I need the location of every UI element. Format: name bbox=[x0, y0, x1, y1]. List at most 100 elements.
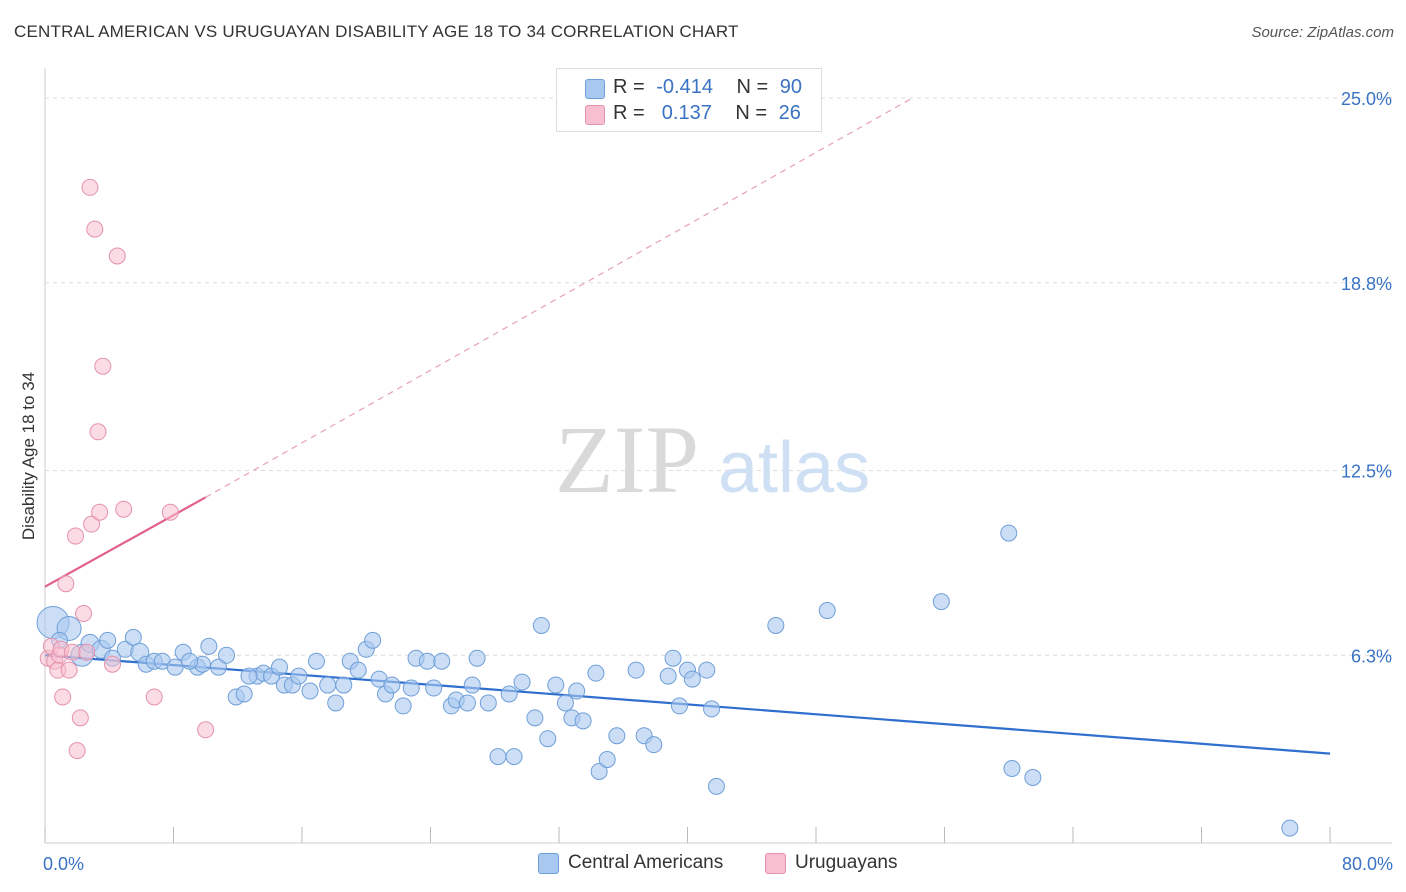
point-uruguayan bbox=[115, 500, 133, 518]
point-central-american bbox=[479, 694, 497, 712]
point-central-american bbox=[1003, 760, 1021, 777]
point-central-american bbox=[500, 685, 518, 703]
y-tick-label: 6.3% bbox=[1351, 646, 1392, 666]
point-central-american bbox=[574, 712, 592, 730]
point-central-american bbox=[526, 709, 544, 727]
watermark: ZIP atlas bbox=[555, 406, 870, 513]
point-central-american bbox=[349, 661, 367, 679]
point-central-american bbox=[99, 631, 117, 649]
point-central-american bbox=[1024, 768, 1042, 786]
legend-swatch-blue bbox=[538, 853, 559, 874]
point-central-american bbox=[463, 676, 481, 694]
legend-swatch-pink bbox=[765, 853, 786, 874]
point-central-american bbox=[218, 646, 236, 664]
point-uruguayan bbox=[67, 527, 85, 545]
point-central-american bbox=[659, 667, 677, 685]
point-central-american bbox=[200, 637, 218, 655]
point-central-american bbox=[235, 685, 253, 703]
point-central-american bbox=[327, 694, 345, 712]
point-uruguayan bbox=[94, 357, 112, 375]
point-central-american bbox=[670, 697, 688, 715]
point-central-american bbox=[608, 727, 626, 745]
legend-n-value: 26 bbox=[778, 102, 801, 124]
watermark-atlas: atlas bbox=[718, 428, 870, 508]
axes bbox=[44, 68, 1392, 844]
point-central-american bbox=[698, 661, 716, 679]
point-uruguayan bbox=[91, 503, 109, 521]
point-central-american bbox=[1000, 524, 1018, 542]
legend-label: Central Americans bbox=[568, 852, 724, 873]
y-tick-label: 25.0% bbox=[1341, 89, 1392, 109]
trend-line-extension bbox=[205, 97, 913, 498]
point-central-american bbox=[425, 679, 443, 697]
point-central-american bbox=[767, 616, 785, 634]
legend-n-value: 90 bbox=[779, 76, 803, 98]
point-central-american bbox=[468, 649, 486, 667]
legend-r-label: R = bbox=[613, 102, 645, 124]
point-central-american bbox=[703, 700, 721, 718]
source-label: Source: ZipAtlas.com bbox=[1251, 24, 1394, 41]
y-tick-label: 12.5% bbox=[1341, 462, 1392, 482]
point-central-american bbox=[707, 777, 725, 795]
point-uruguayan bbox=[197, 721, 215, 739]
point-central-american bbox=[240, 667, 258, 685]
point-central-american bbox=[587, 664, 605, 682]
point-uruguayan bbox=[57, 575, 75, 593]
point-central-american bbox=[932, 593, 950, 611]
point-central-american bbox=[818, 602, 836, 620]
point-central-american bbox=[489, 748, 507, 766]
legend-n-label: N = bbox=[736, 76, 769, 98]
legend-swatch-pink bbox=[585, 105, 605, 125]
y-axis-label: Disability Age 18 to 34 bbox=[19, 372, 38, 540]
point-uruguayan bbox=[75, 605, 93, 623]
point-uruguayan bbox=[78, 643, 96, 661]
x-tick-labels: 0.0% 80.0% bbox=[43, 854, 1393, 874]
point-central-american bbox=[290, 667, 308, 685]
point-uruguayan bbox=[68, 742, 86, 760]
point-central-american bbox=[364, 631, 382, 649]
chart-title: CENTRAL AMERICAN VS URUGUAYAN DISABILITY… bbox=[14, 22, 739, 41]
point-central-american bbox=[664, 649, 682, 667]
correlation-legend: R = -0.414 N = 90 R = 0.137 N = 26 bbox=[556, 68, 822, 132]
data-points bbox=[36, 178, 1299, 837]
watermark-zip: ZIP bbox=[555, 406, 699, 513]
point-central-american bbox=[166, 658, 184, 676]
point-central-american bbox=[418, 652, 436, 670]
trend-line bbox=[44, 496, 207, 588]
point-central-american bbox=[683, 670, 701, 688]
point-central-american bbox=[513, 673, 531, 691]
point-central-american bbox=[627, 661, 645, 679]
legend-r-label: R = bbox=[613, 76, 645, 98]
point-central-american bbox=[1281, 819, 1299, 837]
point-central-american bbox=[532, 616, 550, 634]
x-tick-label: 0.0% bbox=[43, 854, 84, 874]
point-central-american bbox=[181, 652, 199, 670]
legend-n-label: N = bbox=[735, 102, 768, 124]
point-central-american bbox=[209, 658, 227, 676]
legend-r-value: -0.414 bbox=[656, 76, 713, 98]
point-central-american bbox=[568, 682, 586, 700]
grid-lines bbox=[45, 97, 1392, 656]
point-central-american bbox=[433, 652, 451, 670]
point-uruguayan bbox=[161, 503, 179, 521]
x-tick-label: 80.0% bbox=[1342, 854, 1393, 874]
point-uruguayan bbox=[108, 247, 126, 265]
point-central-american bbox=[458, 694, 476, 712]
point-central-american bbox=[598, 751, 616, 769]
point-uruguayan bbox=[86, 220, 104, 238]
legend-swatch-blue bbox=[585, 79, 605, 99]
point-central-american bbox=[556, 694, 574, 712]
legend-label: Uruguayans bbox=[795, 852, 898, 873]
point-central-american bbox=[319, 676, 337, 694]
point-central-american bbox=[394, 697, 412, 715]
point-central-american bbox=[307, 652, 325, 670]
point-central-american bbox=[335, 676, 353, 694]
point-central-american bbox=[505, 748, 523, 766]
point-uruguayan bbox=[81, 178, 99, 196]
point-central-american bbox=[590, 762, 608, 780]
point-central-american bbox=[547, 676, 565, 694]
point-uruguayan bbox=[54, 688, 72, 706]
point-uruguayan bbox=[103, 655, 121, 673]
point-central-american bbox=[301, 682, 319, 700]
